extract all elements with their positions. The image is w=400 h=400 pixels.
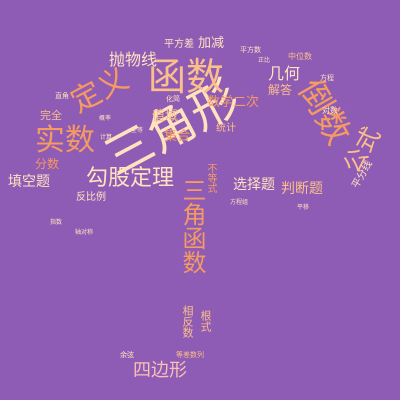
word-zhijiao: 直角 xyxy=(55,92,69,100)
word-genshi: 根式 xyxy=(199,310,212,332)
word-duishu: 对数 xyxy=(322,106,338,115)
word-jieda: 解答 xyxy=(268,83,293,97)
word-fangxing: 方程组 xyxy=(230,199,249,206)
word-fangcheng: 方程 xyxy=(320,74,334,82)
word-jiajian: 加减 xyxy=(198,36,225,51)
word-zhouduichen: 轴对称 xyxy=(75,229,94,236)
word-tongji: 统计 xyxy=(216,123,236,134)
word-dengcha: 等差数列 xyxy=(176,351,204,359)
word-pingfangcha: 平方差 xyxy=(164,39,194,50)
word-fenshu: 分数 xyxy=(35,157,60,171)
word-tiankongti: 填空题 xyxy=(8,174,50,190)
word-zhongweishu: 中位数 xyxy=(288,52,312,61)
word-jihe: 几何 xyxy=(268,64,301,83)
word-shuxueerci: 数学二次 xyxy=(207,95,260,110)
word-jihe2: 集合 xyxy=(164,129,191,144)
word-budengshi: 不等式 xyxy=(205,163,216,193)
word-pingfangshu: 平方数 xyxy=(240,46,261,54)
word-gailu: 概率 xyxy=(99,115,112,122)
word-panduanti: 判断题 xyxy=(281,181,323,197)
word-paowuxian: 抛物线 xyxy=(109,50,158,69)
word-fanbili: 反比例 xyxy=(76,192,106,203)
word-sanjiaohanshu: 三角函数 xyxy=(178,178,206,274)
word-zhiyi: 正比 xyxy=(258,57,271,64)
word-dingyi: 定义 xyxy=(65,61,135,121)
word-jisuan: 计算 xyxy=(100,134,113,141)
word-xiangfanshu: 相反数 xyxy=(181,305,194,338)
word-shishu: 实数 xyxy=(35,123,95,158)
word-xuanzeti: 选择题 xyxy=(233,177,275,193)
word-hanshu: 函数 xyxy=(148,55,225,99)
word-gougu: 勾股定理 xyxy=(86,166,175,191)
word-zhiyu: 值域 xyxy=(152,109,179,124)
word-wanquan: 完全 xyxy=(40,109,62,122)
word-zhishu: 指数 xyxy=(50,219,63,226)
word-pingyi: 平移 xyxy=(297,204,310,211)
word-quanfang: 全等 xyxy=(131,127,144,134)
word-yuxian: 余弦 xyxy=(120,351,134,359)
word-huajian: 化简 xyxy=(166,95,180,103)
word-sibianxing: 四边形 xyxy=(133,360,187,381)
